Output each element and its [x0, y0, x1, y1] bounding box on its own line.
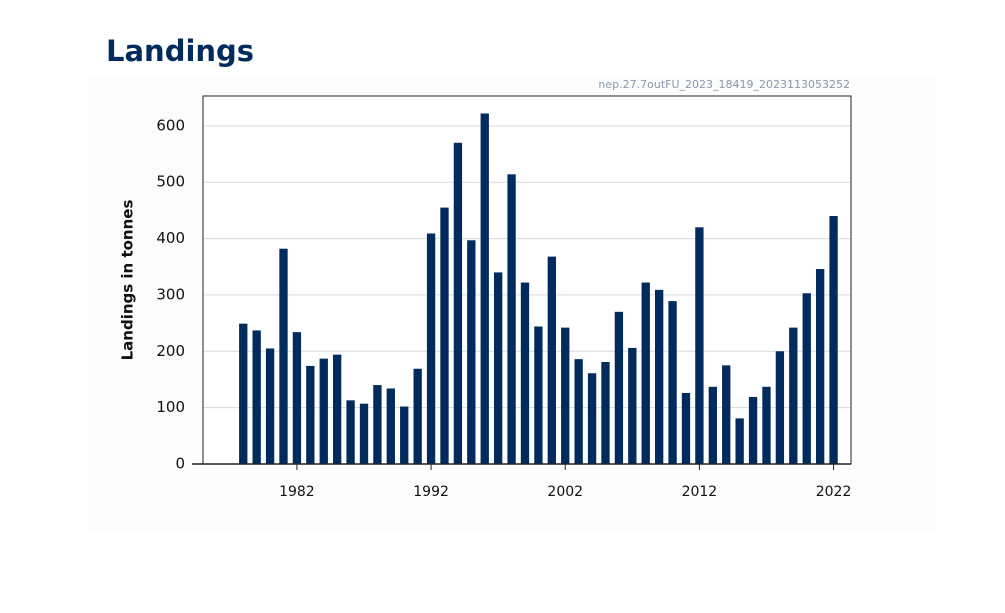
- bar: [641, 282, 650, 464]
- bar: [574, 359, 583, 464]
- bar: [373, 385, 382, 464]
- bar: [359, 403, 369, 464]
- bar: [265, 348, 275, 464]
- bar: [802, 293, 811, 464]
- y-tick-label: 100: [156, 398, 185, 416]
- bar: [279, 248, 288, 464]
- bar: [708, 386, 717, 464]
- bar: [668, 301, 677, 464]
- bar: [440, 207, 449, 464]
- x-tick-label: 1992: [413, 484, 449, 500]
- bar: [815, 269, 825, 464]
- bar: [695, 227, 704, 464]
- bar: [628, 347, 637, 464]
- bar: [520, 282, 530, 464]
- bar: [681, 392, 691, 464]
- x-tick-label: 2022: [816, 484, 852, 500]
- y-tick-label: 500: [156, 173, 185, 191]
- bar: [654, 289, 664, 464]
- bar: [601, 361, 610, 464]
- bar: [319, 358, 328, 464]
- bar: [735, 418, 744, 464]
- bar: [413, 368, 422, 464]
- bar: [333, 354, 342, 464]
- y-tick-label: 300: [156, 285, 185, 303]
- bar: [775, 351, 785, 464]
- bar: [748, 396, 758, 464]
- bar: [306, 365, 315, 464]
- y-axis-label: Landings in tonnes: [119, 200, 137, 361]
- bar: [507, 174, 516, 464]
- bar: [829, 216, 838, 464]
- bar: [400, 406, 409, 464]
- chart-subtitle: nep.27.7outFU_2023_18419_2023113053252: [598, 78, 850, 91]
- bar: [426, 233, 436, 464]
- bar: [480, 113, 489, 464]
- bar: [467, 240, 476, 464]
- bar: [534, 326, 543, 464]
- x-tick-label: 2012: [682, 484, 718, 500]
- y-tick-label: 600: [156, 116, 185, 134]
- bar: [722, 365, 731, 464]
- y-tick-label: 200: [156, 342, 185, 360]
- bar: [346, 400, 355, 464]
- y-tick-label: 400: [156, 229, 185, 247]
- bar: [762, 386, 771, 464]
- bar: [386, 388, 395, 464]
- x-tick-label: 1982: [279, 484, 315, 500]
- chart-title: Landings: [106, 34, 254, 68]
- y-tick-label: 0: [175, 455, 185, 473]
- bar: [789, 327, 798, 464]
- bar: [493, 272, 503, 464]
- bar: [614, 311, 624, 464]
- x-tick-label: 2002: [547, 484, 583, 500]
- bar: [587, 373, 597, 464]
- bar: [453, 142, 463, 464]
- bar: [252, 330, 261, 464]
- bar: [547, 256, 556, 464]
- bar: [239, 323, 248, 464]
- bar: [561, 327, 570, 464]
- bar: [292, 332, 302, 464]
